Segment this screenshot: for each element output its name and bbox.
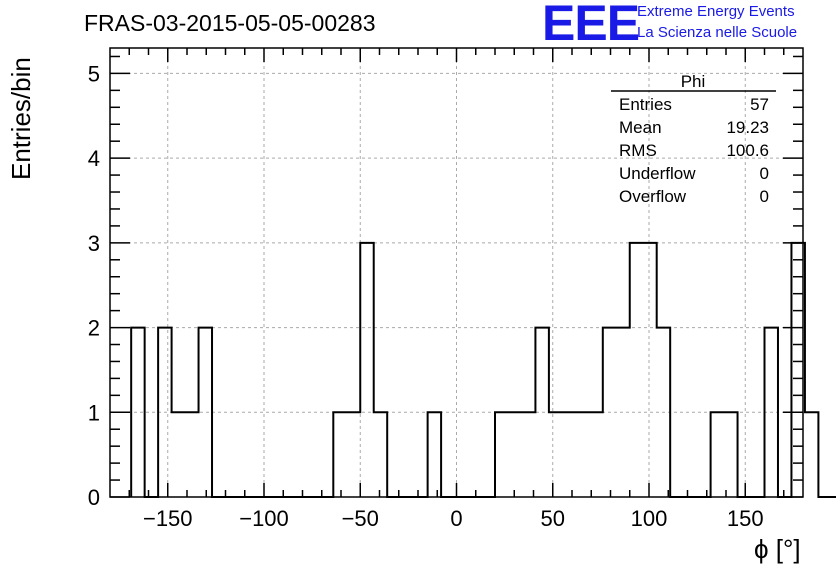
- logo-text-line1: Extreme Energy Events: [637, 3, 795, 20]
- x-tick-label: 150: [727, 506, 764, 531]
- x-tick-label: −150: [143, 506, 193, 531]
- histogram-title: FRAS-03-2015-05-05-00283: [84, 10, 376, 36]
- stats-row-value: 0: [760, 187, 769, 206]
- y-tick-label: 1: [88, 400, 100, 425]
- stats-row-label: RMS: [619, 141, 657, 160]
- axis-ticks: [110, 48, 803, 498]
- x-tick-label: −50: [342, 506, 379, 531]
- x-axis-label: ϕ [°]: [754, 534, 801, 564]
- stats-row-label: Mean: [619, 118, 662, 137]
- stats-row-label: Overflow: [619, 187, 687, 206]
- stats-box: Phi Entries 57 Mean 19.23 RMS 100.6 Underflow 0…: [611, 72, 776, 206]
- y-tick-label: 4: [88, 146, 100, 171]
- x-tick-label: −100: [239, 506, 289, 531]
- x-tick-labels: −150 −100 −50 0 50 100 150: [143, 506, 764, 531]
- stats-row-value: 19.23: [726, 118, 769, 137]
- stats-row-value: 57: [750, 95, 769, 114]
- logo-text-line2: La Scienza nelle Scuole: [637, 24, 798, 41]
- grid-lines: [110, 48, 803, 497]
- y-tick-label: 0: [88, 485, 100, 510]
- y-tick-label: 3: [88, 231, 100, 256]
- stats-row-value: 100.6: [726, 141, 769, 160]
- stats-row-label: Entries: [619, 95, 672, 114]
- x-tick-label: 100: [631, 506, 668, 531]
- stats-row-value: 0: [760, 164, 769, 183]
- y-tick-labels: 0 1 2 3 4 5: [88, 61, 100, 510]
- stats-box-name: Phi: [681, 72, 706, 91]
- y-tick-label: 2: [88, 316, 100, 341]
- x-tick-label: 50: [541, 506, 565, 531]
- x-tick-label: 0: [450, 506, 462, 531]
- stats-row-label: Underflow: [619, 164, 696, 183]
- y-tick-label: 5: [88, 61, 100, 86]
- eee-logo: EEE: [542, 0, 640, 51]
